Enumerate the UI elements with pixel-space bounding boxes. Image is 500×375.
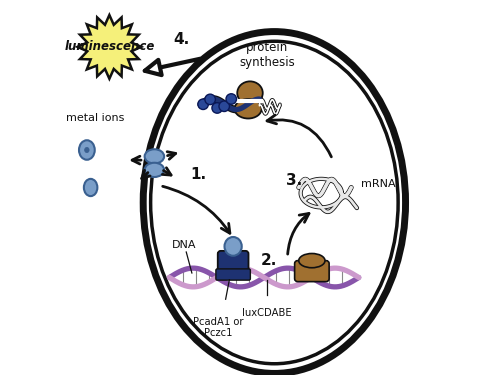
- Ellipse shape: [79, 140, 95, 160]
- Text: luxCDABE: luxCDABE: [242, 308, 292, 318]
- Text: DNA: DNA: [172, 240, 197, 250]
- Text: 1.: 1.: [190, 167, 206, 182]
- Ellipse shape: [84, 147, 89, 153]
- Text: 4.: 4.: [173, 32, 190, 47]
- Ellipse shape: [144, 163, 164, 177]
- Ellipse shape: [219, 101, 230, 111]
- Polygon shape: [78, 15, 142, 79]
- Ellipse shape: [226, 94, 236, 104]
- Text: 2.: 2.: [261, 253, 278, 268]
- Text: protein
synthesis: protein synthesis: [239, 41, 295, 69]
- Ellipse shape: [198, 99, 208, 109]
- Ellipse shape: [238, 81, 263, 105]
- Ellipse shape: [224, 237, 242, 256]
- Ellipse shape: [84, 179, 98, 196]
- Ellipse shape: [299, 254, 325, 268]
- Text: metal ions: metal ions: [66, 113, 124, 123]
- Text: luminescence: luminescence: [64, 40, 154, 53]
- Ellipse shape: [144, 149, 164, 164]
- Ellipse shape: [212, 103, 222, 113]
- FancyBboxPatch shape: [294, 261, 329, 282]
- FancyBboxPatch shape: [218, 251, 248, 279]
- Ellipse shape: [205, 94, 216, 105]
- Text: mRNA: mRNA: [360, 179, 395, 189]
- Text: 3.: 3.: [286, 173, 302, 188]
- Text: PcadA1 or
Pczc1: PcadA1 or Pczc1: [193, 317, 244, 339]
- Ellipse shape: [234, 99, 262, 118]
- Ellipse shape: [150, 41, 398, 364]
- Ellipse shape: [143, 32, 406, 374]
- FancyBboxPatch shape: [216, 269, 250, 280]
